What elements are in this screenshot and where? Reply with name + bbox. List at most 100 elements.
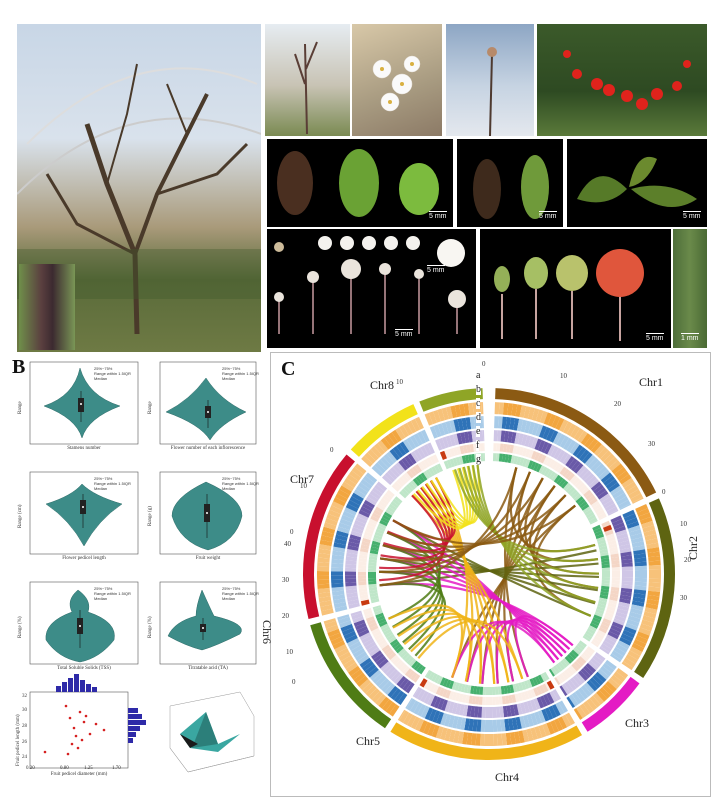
track-b-segment [505,417,511,430]
track-b-segment [420,705,430,719]
track-a-segment [608,460,621,472]
track-c-segment [600,643,612,653]
track-c-segment [493,430,498,442]
track-c-segment [595,487,607,497]
track-b-segment [384,683,396,696]
track-c-segment [621,577,633,582]
track-c-segment [615,611,628,619]
synteny-link [383,483,451,553]
track-a-segment [462,732,469,745]
track-a-segment [613,671,626,683]
track-a-segment [331,501,344,511]
track-b-segment [605,478,618,490]
track-a-segment [534,726,543,739]
track-a-segment [423,721,432,735]
track-e-segment [512,683,518,693]
tick-label: 0 [482,360,486,368]
track-e-segment [555,663,563,672]
track-e-segment [560,659,568,669]
track-e-segment [601,567,610,572]
track-c-segment [497,430,502,442]
track-a-segment [403,422,413,436]
track-d-segment [429,683,437,693]
track-c-segment [373,653,385,663]
track-c-segment [578,467,590,479]
track-a-segment [368,688,380,700]
x-axis-label: Titratable acid (TA) [188,666,228,671]
track-e-segment [601,576,610,581]
track-b-segment [600,665,612,677]
track-b-segment [333,542,346,549]
track-e-segment [599,548,608,554]
track-c-segment [611,518,624,527]
track-d-segment [524,448,531,458]
track-c-segment [577,670,589,682]
track-a-segment [647,594,660,601]
track-a-segment [527,407,535,420]
track-b-segment [387,685,399,698]
track-e-segment [526,679,533,689]
track-a-segment [586,698,598,711]
legend-range: Range within 1.5IQR [94,481,131,486]
track-a-segment [424,412,433,426]
track-b-segment [634,574,647,579]
track-d-segment [358,581,367,586]
track-e-segment [408,481,416,491]
track-b-segment [617,499,631,509]
track-d-segment [401,474,410,483]
track-d-segment [572,477,581,486]
track-d-segment [448,690,455,700]
track-b-segment [586,679,598,692]
track-d-segment [508,694,513,704]
track-b-segment [632,596,646,603]
track-d-segment [562,468,570,478]
y-axis-label: Range (%) [148,616,153,638]
track-a-segment [648,560,661,566]
track-c-segment [363,638,375,648]
y-axis-label: Range [18,401,23,414]
track-d-segment [359,591,368,596]
synteny-link [403,615,496,684]
track-c-segment [388,668,399,680]
track-d-segment [581,487,590,495]
track-c-segment [599,646,610,655]
track-a-segment [479,733,485,746]
flower-bud-dissection-photo: 5 mm [267,139,453,227]
track-c-segment [376,481,388,492]
track-a-segment [317,575,330,581]
track-c-segment [559,451,569,464]
track-e-segment [399,650,408,659]
track-c-segment [346,595,359,602]
track-a-segment [610,674,623,686]
track-b-segment [332,550,345,557]
track-e-segment [368,559,377,564]
track-d-segment [610,586,620,592]
track-b-segment [364,663,377,675]
track-d-segment [449,448,456,457]
track-b-segment [524,420,532,434]
track-c-segment [420,690,429,703]
track-e-segment [374,609,383,616]
chromosome-label-chr7: Chr7 [290,472,314,486]
track-c-segment [609,628,621,636]
track-e-segment [436,463,444,473]
track-b-segment [627,525,641,533]
track-d-segment [365,528,374,534]
track-a-segment [621,477,635,489]
track-a-segment [611,463,624,475]
track-e-segment [455,456,461,466]
track-e-segment [519,457,525,466]
track-d-segment [592,503,602,511]
track-e-segment [448,680,455,690]
track-a-segment [345,662,358,673]
track-c-segment [549,690,558,703]
fruiting-tree-photo [537,24,707,136]
legend-range: Range within 1.5IQR [222,371,259,376]
track-a-segment [343,658,356,669]
track-b-segment [496,719,502,732]
track-b-segment [355,485,368,496]
track-e-segment [388,503,398,511]
track-a-segment [367,449,379,461]
panel-label-c: C [281,358,296,380]
track-a-segment [543,412,553,426]
